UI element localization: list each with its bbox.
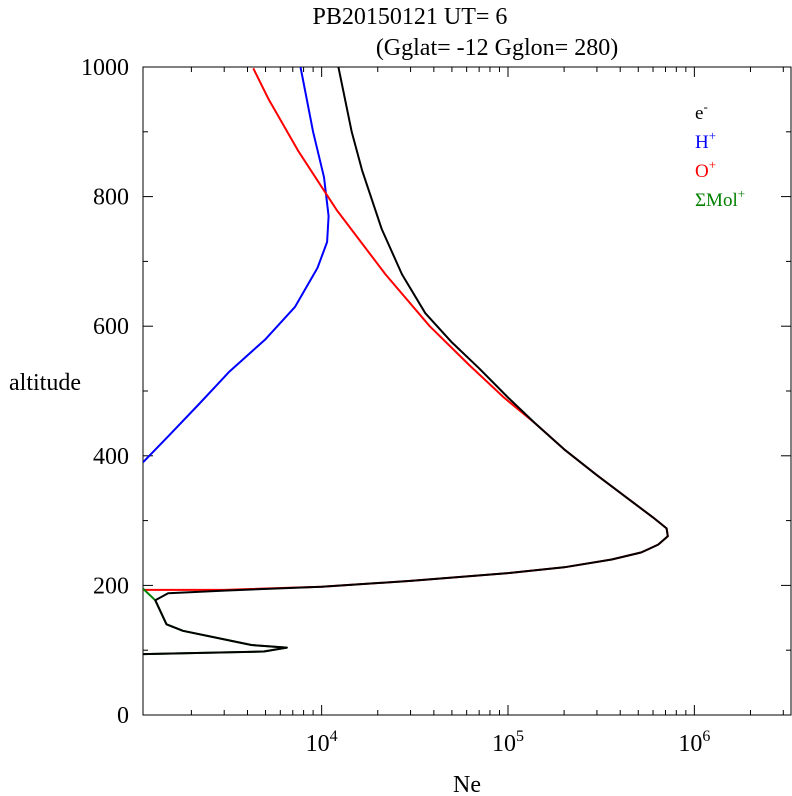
x-tick-label: 105 xyxy=(492,728,524,757)
legend-entry-molecular: ΣMol+ xyxy=(695,186,745,211)
y-tick-label: 200 xyxy=(93,573,129,599)
legend: e- H+ O+ ΣMol+ xyxy=(695,99,745,211)
series-line-electron xyxy=(143,67,669,656)
y-tick-label: 400 xyxy=(93,444,129,470)
series-lines xyxy=(143,67,669,656)
series-line-hydrogen xyxy=(143,67,330,463)
y-tick-label: 1000 xyxy=(81,55,129,81)
legend-entry-oxygen: O+ xyxy=(695,157,716,182)
x-tick-label: 104 xyxy=(306,728,338,757)
y-tick-label: 800 xyxy=(93,185,129,211)
plot-frame xyxy=(142,66,792,716)
legend-entry-hydrogen: H+ xyxy=(695,128,716,153)
y-tick-label: 600 xyxy=(93,314,129,340)
x-tick-label: 106 xyxy=(678,728,710,757)
chart-title-line1: PB20150121 UT= 6 xyxy=(313,4,508,30)
y-tick-label: 0 xyxy=(117,703,129,729)
y-axis-label: altitude xyxy=(9,370,81,396)
series-line-oxygen xyxy=(143,67,669,591)
axis-ticks xyxy=(143,66,791,716)
x-axis-label: Ne xyxy=(453,772,481,796)
axis-tick-labels: 0 200 400 600 800 1000 104 105 106 xyxy=(81,55,710,757)
chart-title-line2: (Gglat= -12 Gglon= 280) xyxy=(376,35,618,61)
legend-entry-electron: e- xyxy=(695,99,708,124)
